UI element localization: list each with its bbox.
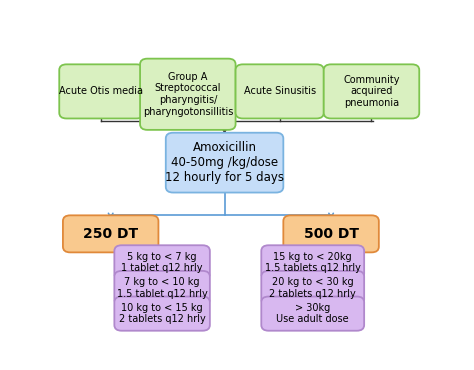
FancyBboxPatch shape: [261, 296, 364, 331]
Text: Group A
Streptococcal
pharyngitis/
pharyngotonsillitis: Group A Streptococcal pharyngitis/ phary…: [143, 72, 233, 117]
FancyBboxPatch shape: [166, 133, 283, 192]
FancyBboxPatch shape: [261, 271, 364, 305]
Text: 250 DT: 250 DT: [83, 227, 138, 241]
FancyBboxPatch shape: [63, 215, 158, 252]
Text: 500 DT: 500 DT: [303, 227, 359, 241]
FancyBboxPatch shape: [261, 245, 364, 279]
FancyBboxPatch shape: [59, 64, 144, 118]
FancyBboxPatch shape: [324, 64, 419, 118]
Text: 5 kg to < 7 kg
1 tablet q12 hrly: 5 kg to < 7 kg 1 tablet q12 hrly: [121, 252, 203, 273]
Text: Amoxicillin
40-50mg /kg/dose
12 hourly for 5 days: Amoxicillin 40-50mg /kg/dose 12 hourly f…: [165, 141, 284, 184]
FancyBboxPatch shape: [114, 296, 210, 331]
FancyBboxPatch shape: [114, 245, 210, 279]
FancyBboxPatch shape: [283, 215, 379, 252]
FancyBboxPatch shape: [114, 271, 210, 305]
Text: 15 kg to < 20kg
1.5 tablets q12 hrly: 15 kg to < 20kg 1.5 tablets q12 hrly: [265, 252, 361, 273]
Text: Community
acquired
pneumonia: Community acquired pneumonia: [343, 75, 400, 108]
Text: Acute Otis media: Acute Otis media: [60, 87, 144, 97]
FancyBboxPatch shape: [140, 58, 236, 130]
Text: 7 kg to < 10 kg
1.5 tablet q12 hrly: 7 kg to < 10 kg 1.5 tablet q12 hrly: [117, 277, 208, 299]
FancyBboxPatch shape: [236, 64, 324, 118]
Text: 10 kg to < 15 kg
2 tablets q12 hrly: 10 kg to < 15 kg 2 tablets q12 hrly: [118, 303, 206, 324]
Text: 20 kg to < 30 kg
2 tablets q12 hrly: 20 kg to < 30 kg 2 tablets q12 hrly: [269, 277, 356, 299]
Text: Acute Sinusitis: Acute Sinusitis: [244, 87, 316, 97]
Text: > 30kg
Use adult dose: > 30kg Use adult dose: [276, 303, 349, 324]
